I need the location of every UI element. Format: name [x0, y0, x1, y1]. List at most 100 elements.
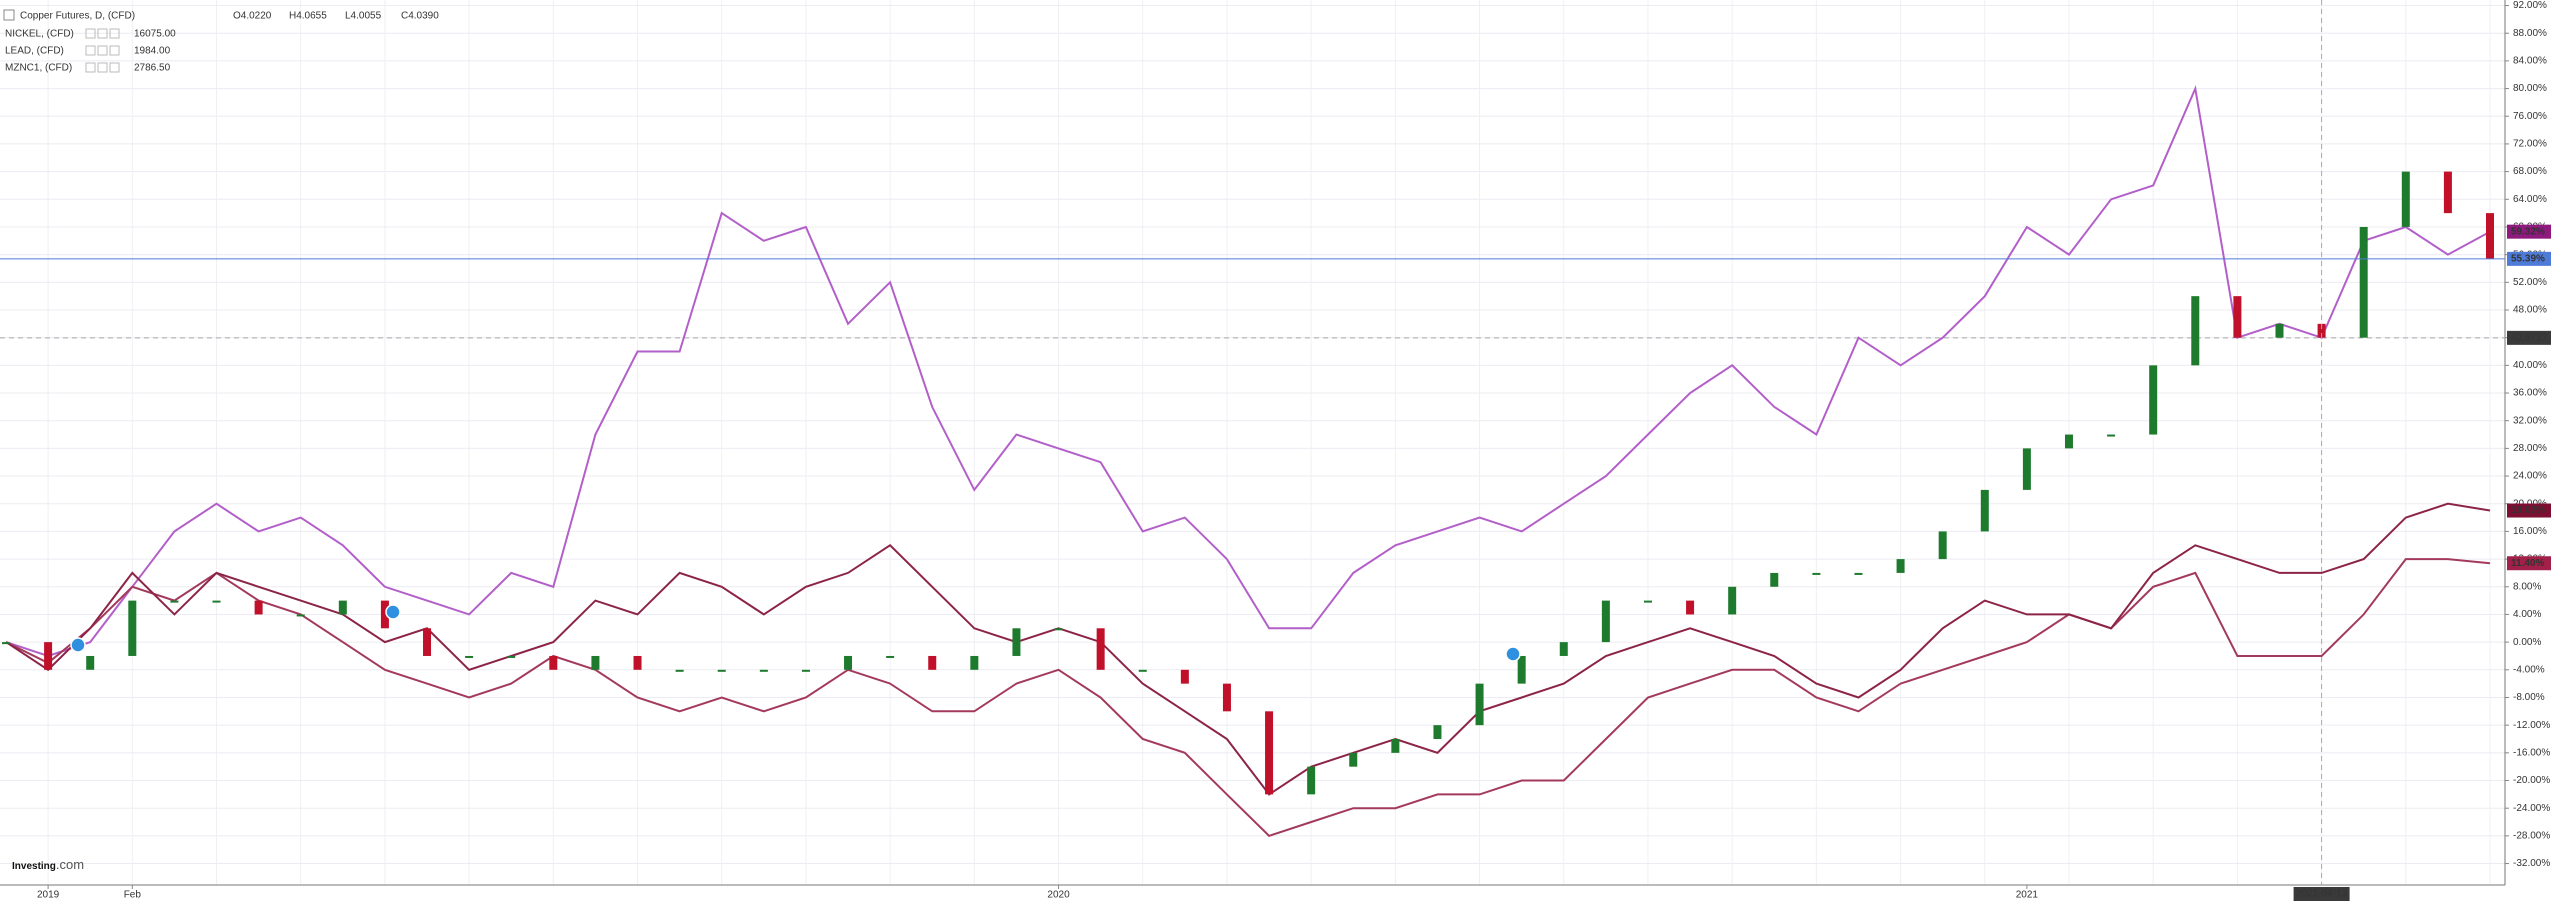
candle — [2191, 296, 2200, 366]
candle — [844, 655, 853, 670]
candle — [2275, 323, 2284, 338]
last-value-box — [2507, 556, 2551, 571]
branding: Investing.com — [12, 857, 84, 872]
last-value-box — [2507, 251, 2551, 266]
branding-name: Investing — [12, 861, 56, 872]
event-marker — [70, 637, 86, 653]
last-value-label: 59.32% — [2511, 226, 2545, 237]
y-tick-label: 8.00% — [2513, 581, 2541, 592]
candle — [1433, 725, 1442, 739]
legend-title: Copper Futures, D, (CFD) — [20, 11, 135, 22]
candle — [338, 600, 347, 615]
candle — [970, 655, 979, 670]
branding-suffix: .com — [56, 857, 84, 872]
candle — [296, 614, 305, 617]
ohlc-value: H4.0655 — [289, 11, 327, 22]
y-tick-label: 0.00% — [2513, 637, 2541, 648]
candle — [1728, 586, 1737, 615]
series-line — [5, 85, 2491, 658]
candle — [1686, 600, 1695, 615]
legend-price: 16075.00 — [134, 29, 176, 40]
x-tick-label: 2021 — [2016, 890, 2039, 901]
series-line — [5, 502, 2491, 796]
candle — [254, 600, 263, 615]
candle — [1222, 683, 1231, 712]
candle — [1349, 752, 1358, 767]
last-value-label: 19.02% — [2511, 505, 2545, 516]
y-tick-label: -20.00% — [2513, 775, 2550, 786]
candle — [1096, 628, 1105, 670]
legend-icon — [97, 62, 108, 73]
candle — [507, 655, 516, 658]
candle — [2401, 171, 2410, 227]
legend-icon — [85, 45, 96, 56]
candle — [1770, 572, 1779, 587]
ohlc-value: C4.0390 — [401, 11, 439, 22]
candle — [2064, 434, 2073, 449]
candle — [1391, 738, 1400, 753]
candle — [1643, 600, 1652, 603]
legend-name: MZNC1, (CFD) — [5, 63, 72, 74]
y-tick-label: 84.00% — [2513, 56, 2547, 67]
candle — [380, 600, 389, 629]
y-tick-label: 72.00% — [2513, 139, 2547, 150]
legend-icon — [85, 28, 96, 39]
candle — [801, 669, 810, 672]
candle — [1896, 559, 1905, 573]
candle — [1475, 683, 1484, 726]
collapse-icon — [3, 9, 15, 21]
y-tick-label: -16.00% — [2513, 747, 2550, 758]
crosshair-box — [2507, 330, 2551, 345]
candle — [1138, 669, 1147, 672]
candle — [465, 655, 474, 658]
candle — [2486, 213, 2494, 259]
y-tick-label: 16.00% — [2513, 526, 2547, 537]
candle — [2022, 448, 2031, 490]
y-tick-label: -32.00% — [2513, 858, 2550, 869]
candle — [759, 669, 768, 672]
candle — [1938, 531, 1947, 560]
candle — [212, 600, 221, 603]
legend-icon — [97, 28, 108, 39]
y-tick-label: 76.00% — [2513, 111, 2547, 122]
x-tick-label: 2020 — [1047, 890, 1070, 901]
y-tick-label: 92.00% — [2513, 0, 2547, 11]
candle — [423, 628, 432, 656]
y-tick-label: -24.00% — [2513, 803, 2550, 814]
x-tick-label: 2021-04-13 — [2296, 889, 2348, 900]
last-value-label: 11.40% — [2511, 558, 2544, 569]
y-tick-label: -28.00% — [2513, 831, 2550, 842]
candle — [170, 600, 179, 603]
y-tick-label: -8.00% — [2513, 692, 2545, 703]
y-tick-label: 40.00% — [2513, 360, 2547, 371]
candle — [1307, 766, 1316, 795]
y-tick-label: 64.00% — [2513, 194, 2547, 205]
y-tick-label: -4.00% — [2513, 664, 2545, 675]
y-tick-label: 68.00% — [2513, 166, 2547, 177]
last-value-box — [2507, 224, 2551, 239]
candle — [2107, 434, 2116, 437]
event-marker — [385, 604, 401, 620]
candle — [1854, 572, 1863, 575]
y-tick-label: 24.00% — [2513, 471, 2547, 482]
candle — [1180, 669, 1189, 684]
y-tick-label: -12.00% — [2513, 720, 2550, 731]
candle — [633, 655, 642, 670]
candle — [86, 655, 95, 670]
crosshair-x-box — [2293, 887, 2350, 901]
candle — [2443, 171, 2452, 214]
ohlc-value: O4.0220 — [233, 11, 272, 22]
candle — [2149, 365, 2158, 435]
candle — [1559, 642, 1568, 656]
event-marker — [1505, 646, 1521, 662]
x-tick-label: 2019 — [37, 890, 60, 901]
legend-icon — [109, 45, 120, 56]
candle — [1812, 572, 1821, 575]
candle — [928, 655, 937, 670]
y-tick-label: 80.00% — [2513, 83, 2547, 94]
candle — [1054, 628, 1063, 631]
y-tick-label: 48.00% — [2513, 305, 2547, 316]
candle — [886, 655, 895, 658]
legend-price: 1984.00 — [134, 46, 171, 57]
candle — [2359, 226, 2368, 338]
